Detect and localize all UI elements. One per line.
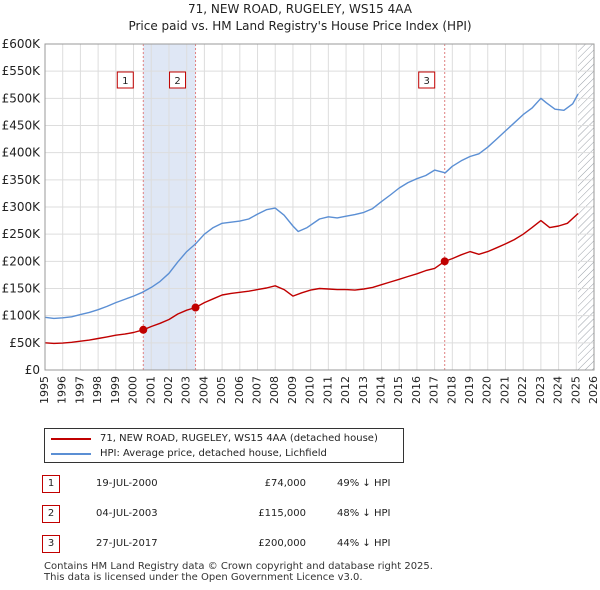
plot-border (44, 43, 595, 371)
x-tick-label: 2009 (286, 376, 299, 404)
x-tick-label: 2013 (357, 376, 370, 404)
legend-swatch-property (51, 438, 91, 440)
sale-marker-label: 3 (424, 76, 430, 87)
chart-subtitle: Price paid vs. HM Land Registry's House … (128, 19, 472, 33)
footer-copyright: Contains HM Land Registry data © Crown c… (44, 561, 433, 572)
x-tick-label: 2010 (304, 376, 317, 404)
sale-number-badge: 2 (42, 505, 60, 523)
x-tick-label: 2004 (197, 376, 210, 404)
sale-date: 19-JUL-2000 (96, 478, 158, 489)
sale-marker-box (116, 71, 134, 89)
x-tick-label: 1996 (56, 376, 69, 404)
x-tick-label: 2021 (498, 376, 511, 404)
x-tick-label: 2017 (428, 376, 441, 404)
sale-point (191, 303, 200, 312)
y-tick-label: £250K (2, 227, 42, 241)
sale-row: 3 27-JUL-2017 £200,000 44% ↓ HPI (40, 535, 440, 553)
chart-title: 71, NEW ROAD, RUGELEY, WS15 4AA (188, 2, 412, 16)
x-tick-label: 2016 (410, 376, 423, 404)
sale-number-badge: 3 (42, 535, 60, 553)
x-tick-label: 2018 (445, 376, 458, 404)
legend-label-property: 71, NEW ROAD, RUGELEY, WS15 4AA (detache… (100, 433, 378, 444)
x-tick-label: 1999 (109, 376, 122, 404)
x-tick-label: 2014 (374, 376, 387, 404)
x-tick-label: 2020 (481, 376, 494, 404)
y-tick-label: £100K (2, 309, 42, 323)
sale-price: £200,000 (258, 538, 306, 549)
sale-date: 04-JUL-2003 (96, 508, 158, 519)
legend-swatch-hpi (51, 453, 91, 455)
y-tick-label: £600K (2, 37, 42, 51)
property-price-line (45, 212, 579, 345)
sale-hpi-diff: 48% ↓ HPI (337, 508, 391, 519)
sale-row: 1 19-JUL-2000 £74,000 49% ↓ HPI (40, 475, 440, 493)
x-tick-label: 2001 (144, 376, 157, 404)
x-tick-label: 2007 (251, 376, 264, 404)
x-tick-label: 2008 (268, 376, 281, 404)
x-tick-label: 2000 (127, 376, 140, 404)
x-tick-label: 1998 (91, 376, 104, 404)
price-chart: £0 £50K £100K £150K £200K £250K £300K £350K £400… (2, 37, 600, 404)
sale-hpi-diff: 49% ↓ HPI (337, 478, 391, 489)
x-tick-label: 2012 (339, 376, 352, 404)
sale-marker-box (169, 71, 187, 89)
x-tick-label: 2024 (552, 376, 565, 404)
x-tick-label: 2003 (180, 376, 193, 404)
y-tick-label: £450K (2, 119, 42, 133)
sale-hpi-diff: 44% ↓ HPI (337, 538, 391, 549)
sale-marker-label: 2 (174, 76, 180, 87)
x-tick-label: 2005 (215, 376, 228, 404)
x-tick-label: 2019 (463, 376, 476, 404)
sale-number-badge: 1 (42, 475, 60, 493)
footer-notice: Contains HM Land Registry data © Crown c… (44, 561, 433, 583)
x-tick-label: 2023 (534, 376, 547, 404)
sale-price: £115,000 (258, 508, 306, 519)
x-tick-label: 2026 (587, 376, 600, 404)
sale-date: 27-JUL-2017 (96, 538, 158, 549)
sale-price: £74,000 (264, 478, 306, 489)
y-tick-label: £150K (2, 282, 42, 296)
x-tick-label: 2002 (162, 376, 175, 404)
x-tick-label: 1995 (38, 376, 51, 404)
y-tick-label: £350K (2, 173, 42, 187)
y-tick-label: £200K (2, 254, 42, 268)
y-tick-label: £300K (2, 200, 42, 214)
x-tick-label: 1997 (73, 376, 86, 404)
y-tick-label: £550K (2, 64, 42, 78)
x-tick-label: 2006 (233, 376, 246, 404)
x-tick-label: 2022 (516, 376, 529, 404)
sale-marker-box (418, 71, 436, 89)
sale-point (139, 325, 148, 334)
x-tick-label: 2011 (321, 376, 334, 404)
sale-marker-label: 1 (122, 76, 128, 87)
legend-label-hpi: HPI: Average price, detached house, Lich… (100, 448, 327, 459)
x-tick-label: 2015 (392, 376, 405, 404)
y-tick-label: £500K (2, 91, 42, 105)
y-tick-label: £0 (25, 363, 40, 377)
y-tick-label: £400K (2, 146, 42, 160)
y-tick-label: £50K (9, 336, 41, 350)
sale-point (440, 257, 449, 266)
footer-license: This data is licensed under the Open Gov… (44, 572, 363, 583)
hpi-line (45, 93, 579, 320)
sale-row: 2 04-JUL-2003 £115,000 48% ↓ HPI (40, 505, 440, 523)
legend: 71, NEW ROAD, RUGELEY, WS15 4AA (detache… (44, 428, 404, 463)
x-tick-label: 2025 (569, 376, 582, 404)
